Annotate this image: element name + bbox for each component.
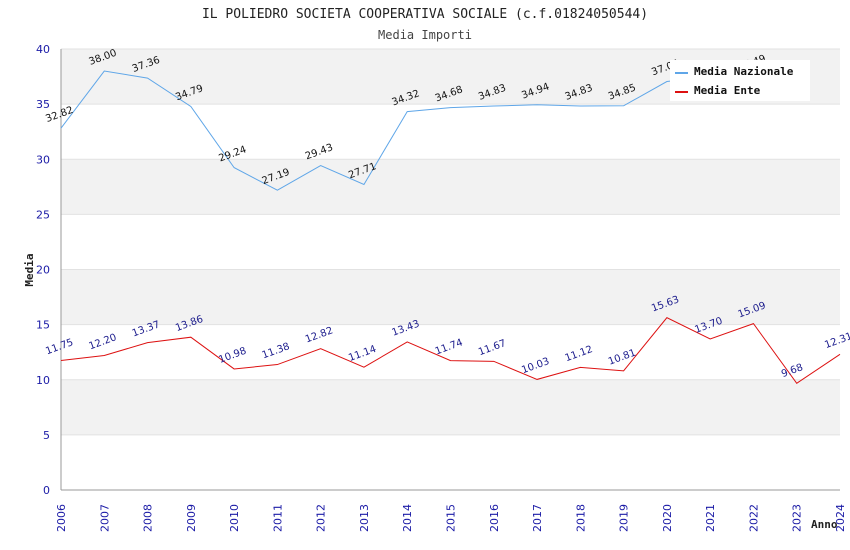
x-tick-label: 2012 (315, 504, 328, 532)
x-tick-label: 2015 (445, 504, 458, 532)
y-axis-label: Media (23, 253, 36, 286)
x-axis-label: Anno (811, 518, 838, 531)
legend-label-ente: Media Ente (694, 84, 761, 97)
y-tick-label: 10 (36, 374, 50, 387)
legend: Media Nazionale Media Ente (670, 60, 810, 101)
x-tick-labels: 2006 2007 2008 2009 2010 2011 2012 2013 2014 2015… (55, 504, 847, 532)
x-tick-label: 2022 (747, 504, 760, 532)
y-tick-labels: 0 5 10 15 20 25 30 35 40 (36, 43, 50, 497)
series-layer (60, 70, 841, 384)
grid-bands (61, 49, 840, 490)
series-line-media-nazionale (60, 70, 754, 191)
x-tick-label: 2013 (358, 504, 371, 532)
series-line-media-ente (60, 317, 841, 384)
x-tick-label: 2016 (488, 504, 501, 532)
y-tick-label: 25 (36, 208, 50, 221)
x-tick-label: 2019 (618, 504, 631, 532)
x-tick-label: 2021 (704, 504, 717, 532)
grid-band (61, 104, 840, 160)
x-tick-label: 2011 (271, 504, 284, 532)
grid-band (61, 269, 840, 325)
x-tick-label: 2014 (401, 504, 414, 532)
y-tick-label: 35 (36, 98, 50, 111)
legend-box (670, 60, 810, 101)
x-tick-label: 2024 (834, 504, 847, 532)
grid-band (61, 324, 840, 380)
x-tick-label: 2020 (661, 504, 674, 532)
y-tick-label: 0 (43, 484, 50, 497)
x-tick-label: 2018 (574, 504, 587, 532)
y-tick-label: 15 (36, 319, 50, 332)
x-tick-label: 2010 (228, 504, 241, 532)
chart-subtitle: Media Importi (378, 28, 472, 42)
chart-title: IL POLIEDRO SOCIETA COOPERATIVA SOCIALE … (202, 7, 648, 22)
grid-band (61, 434, 840, 490)
y-tick-label: 40 (36, 43, 50, 56)
grid-band (61, 159, 840, 215)
legend-label-nazionale: Media Nazionale (694, 65, 794, 78)
y-tick-label: 20 (36, 264, 50, 277)
grid-band (61, 214, 840, 270)
y-tick-label: 5 (43, 429, 50, 442)
y-tick-label: 30 (36, 153, 50, 166)
x-tick-label: 2007 (98, 504, 111, 532)
x-tick-label: 2008 (142, 504, 155, 532)
x-tick-label: 2006 (55, 504, 68, 532)
x-tick-label: 2017 (531, 504, 544, 532)
x-tick-label: 2023 (791, 504, 804, 532)
grid-band (61, 379, 840, 435)
x-tick-label: 2009 (185, 504, 198, 532)
